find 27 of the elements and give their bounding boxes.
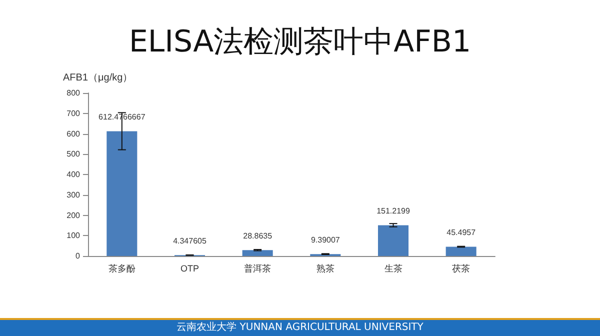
y-tick-label: 100	[66, 231, 81, 240]
chart-title: ELISA法检测茶叶中AFB1	[128, 24, 472, 60]
x-tick-label: 生茶	[384, 264, 402, 274]
y-tick-label: 400	[66, 170, 81, 179]
bar	[378, 225, 409, 256]
y-tick-label: 800	[66, 88, 81, 98]
data-label: 9.39007	[310, 236, 340, 245]
y-tick-label: 200	[66, 210, 81, 220]
y-tick-label: 600	[66, 129, 81, 138]
x-tick-label: 普洱茶	[244, 264, 272, 274]
x-tick-label: 茶多酚	[108, 264, 136, 274]
y-tick-label: 300	[66, 190, 81, 200]
x-tick-label: OTP	[180, 264, 200, 274]
data-label: 28.8635	[243, 232, 273, 241]
x-tick-label: 熟茶	[316, 264, 334, 274]
data-label: 4.347605	[173, 236, 207, 246]
x-tick-label: 茯茶	[452, 264, 470, 274]
data-label: 45.4957	[446, 228, 476, 238]
y-axis-title: AFB1（μg/kg）	[63, 72, 133, 84]
bar	[106, 131, 138, 256]
data-label: 151.2199	[376, 206, 410, 216]
text: 云南农业大学 YUNNAN AGRICULTURAL UNIVERSITY	[0, 318, 600, 336]
y-tick-label: 500	[66, 150, 81, 159]
bar	[446, 246, 476, 256]
bar	[242, 250, 273, 256]
y-tick-label: 700	[66, 108, 81, 118]
y-tick-label: 0	[76, 252, 81, 260]
